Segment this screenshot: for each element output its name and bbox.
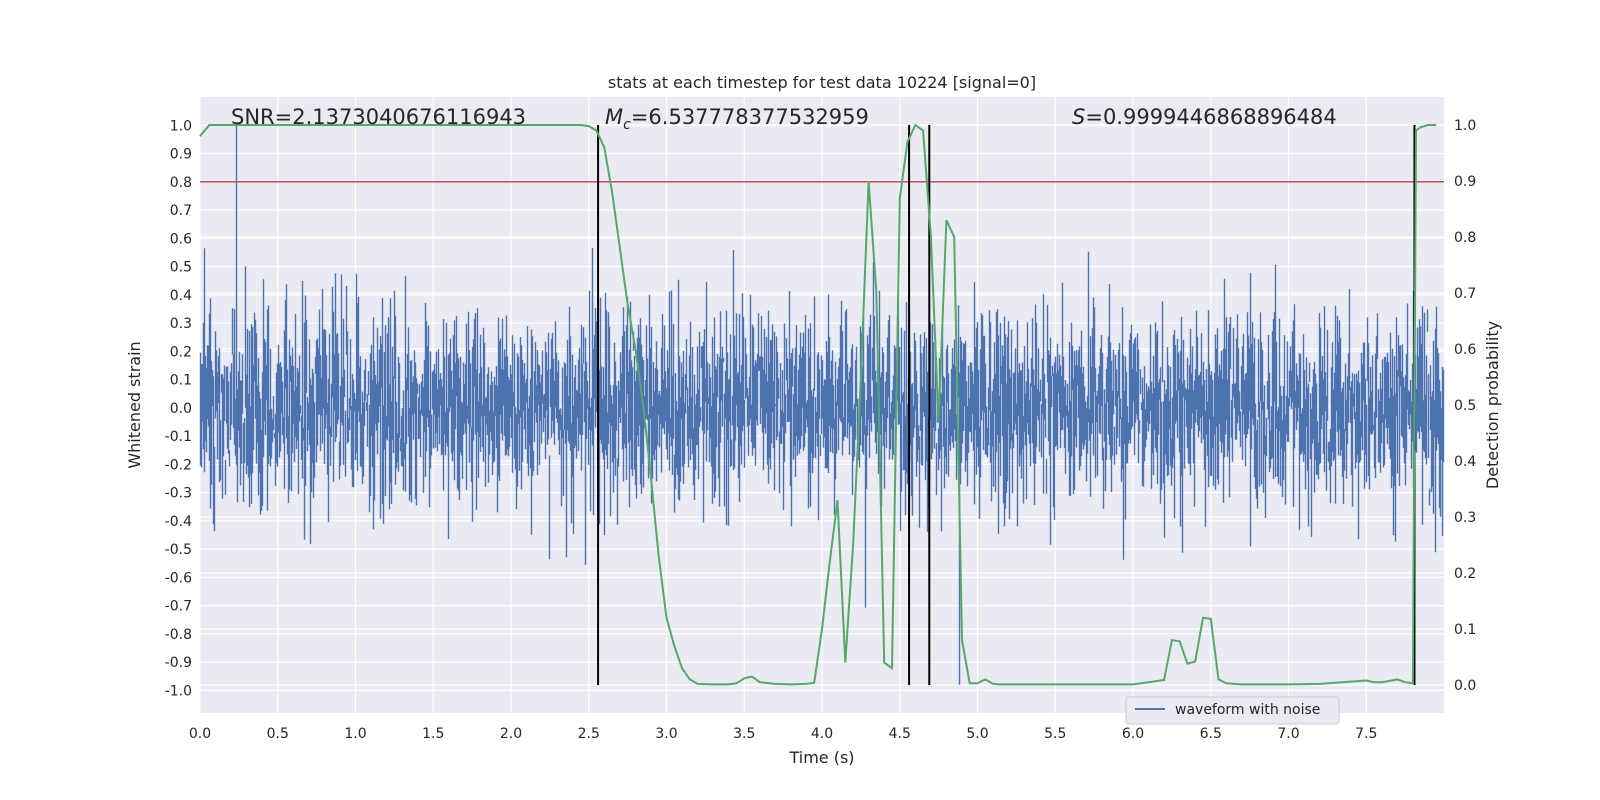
x-tick-label-2: 1.0 xyxy=(344,726,366,742)
legend: waveform with noise xyxy=(1125,696,1340,725)
x-tick-label-5: 2.5 xyxy=(578,726,600,742)
y-right-tick-label-6: 0.4 xyxy=(1454,454,1476,470)
y-right-tick-label-0: 1.0 xyxy=(1454,118,1476,134)
y-left-tick-label-1: 0.9 xyxy=(170,147,192,163)
y-left-tick-label-13: -0.3 xyxy=(165,486,192,502)
y-right-tick-label-7: 0.3 xyxy=(1454,510,1476,526)
x-tick-label-7: 3.5 xyxy=(733,726,755,742)
y-left-tick-label-8: 0.2 xyxy=(170,344,192,360)
detection-probability-series xyxy=(199,123,1437,686)
chirp-mass-annotation: Mc=6.537778377532959 xyxy=(605,105,869,133)
y-right-tick-label-8: 0.2 xyxy=(1454,566,1476,582)
y-left-tick-label-6: 0.4 xyxy=(170,288,192,304)
y-left-tick-label-15: -0.5 xyxy=(165,542,192,558)
s-symbol: S xyxy=(1072,105,1085,129)
legend-box xyxy=(1125,696,1340,725)
y-left-tick-label-9: 0.1 xyxy=(170,373,192,389)
x-tick-label-10: 5.0 xyxy=(966,726,988,742)
y-left-tick-label-16: -0.6 xyxy=(165,570,192,586)
snr-annotation: SNR=2.1373040676116943 xyxy=(231,105,526,129)
y-left-tick-label-12: -0.2 xyxy=(165,457,192,473)
y-left-tick-label-17: -0.7 xyxy=(165,599,192,615)
y-right-tick-label-3: 0.7 xyxy=(1454,286,1476,302)
y-left-tick-label-0: 1.0 xyxy=(170,118,192,134)
score-annotation: S=0.9999446868896484 xyxy=(1072,105,1337,129)
legend-label: waveform with noise xyxy=(1175,702,1320,718)
y-right-tick-label-2: 0.8 xyxy=(1454,230,1476,246)
x-tick-label-4: 2.0 xyxy=(500,726,522,742)
x-tick-label-1: 0.5 xyxy=(267,726,289,742)
y-left-tick-label-3: 0.7 xyxy=(170,203,192,219)
y-right-tick-label-10: 0.0 xyxy=(1454,678,1476,694)
y-left-tick-label-19: -0.9 xyxy=(165,655,192,671)
waveform-series xyxy=(199,125,1445,685)
y-left-tick-label-4: 0.6 xyxy=(170,231,192,247)
x-tick-label-9: 4.5 xyxy=(889,726,911,742)
x-axis-ticks: 0.0 0.5 1.0 1.5 2.0 2.5 3.0 3.5 4.0 4.5 5.0 5.5 6.0 6… xyxy=(189,726,1378,742)
y-left-axis-ticks: 1.0 0.9 0.8 0.7 0.6 0.5 0.4 0.3 0.2 0.1 0.0 -0.1 -0.… xyxy=(165,118,192,699)
s-value: =0.9999446868896484 xyxy=(1085,105,1336,129)
x-tick-label-6: 3.0 xyxy=(655,726,677,742)
y-right-tick-label-1: 0.9 xyxy=(1454,174,1476,190)
chart-title: stats at each timestep for test data 102… xyxy=(608,73,1036,92)
mc-subscript: c xyxy=(623,117,631,133)
y-right-tick-label-5: 0.5 xyxy=(1454,398,1476,414)
y-left-axis-label: Whitened strain xyxy=(125,341,144,468)
x-tick-label-8: 4.0 xyxy=(811,726,833,742)
x-tick-label-13: 6.5 xyxy=(1200,726,1222,742)
y-right-tick-label-4: 0.6 xyxy=(1454,342,1476,358)
y-left-tick-label-10: 0.0 xyxy=(170,401,192,417)
y-left-tick-label-2: 0.8 xyxy=(170,175,192,191)
waveform-path xyxy=(199,125,1445,685)
x-axis-label: Time (s) xyxy=(788,748,854,767)
mc-symbol: M xyxy=(605,105,623,129)
x-tick-label-15: 7.5 xyxy=(1355,726,1377,742)
y-right-axis-ticks: 1.0 0.9 0.8 0.7 0.6 0.5 0.4 0.3 0.2 0.1 0.0 xyxy=(1454,118,1476,694)
mc-value: =6.537778377532959 xyxy=(631,105,869,129)
y-left-tick-label-5: 0.5 xyxy=(170,260,192,276)
y-left-tick-label-18: -0.8 xyxy=(165,627,192,643)
y-left-tick-label-20: -1.0 xyxy=(165,683,192,699)
x-tick-label-14: 7.0 xyxy=(1277,726,1299,742)
y-right-tick-label-9: 0.1 xyxy=(1454,622,1476,638)
y-left-tick-label-14: -0.4 xyxy=(165,514,192,530)
y-left-tick-label-11: -0.1 xyxy=(165,429,192,445)
x-tick-label-12: 6.0 xyxy=(1122,726,1144,742)
x-tick-label-3: 1.5 xyxy=(422,726,444,742)
y-left-tick-label-7: 0.3 xyxy=(170,316,192,332)
x-tick-label-0: 0.0 xyxy=(189,726,211,742)
x-tick-label-11: 5.5 xyxy=(1044,726,1066,742)
probability-line xyxy=(199,123,1437,686)
y-right-axis-label: Detection probability xyxy=(1483,321,1502,489)
